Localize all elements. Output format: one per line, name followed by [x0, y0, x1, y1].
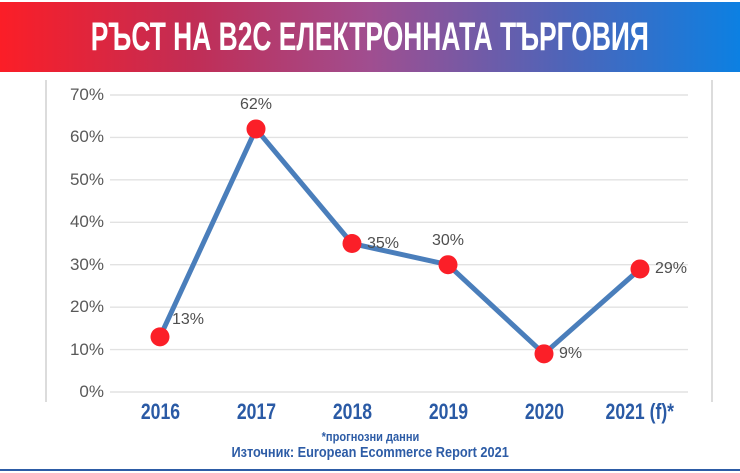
x-axis-category-label: 2018 — [287, 399, 417, 425]
x-axis-category-text: 2020 — [524, 399, 564, 424]
x-axis-category-text: 2016 — [140, 399, 180, 424]
data-point-label: 30% — [431, 231, 465, 249]
bottom-accent-line — [0, 469, 740, 471]
header-banner: РЪСТ НА B2C ЕЛЕКТРОННАТА ТЪРГОВИЯ — [0, 2, 740, 72]
x-axis-category-text: 2019 — [428, 399, 468, 424]
y-axis-tick-label: 10% — [69, 339, 104, 359]
x-axis-category-text: 2021 (f)* — [605, 399, 675, 424]
page-title: РЪСТ НА B2C ЕЛЕКТРОННАТА ТЪРГОВИЯ — [90, 14, 650, 59]
y-axis-tick-label: 0% — [79, 382, 104, 401]
y-axis-tick-label: 20% — [69, 297, 104, 317]
forecast-footnote-text: *прогнозни данни — [321, 429, 419, 444]
y-axis-tick-label: 70% — [69, 85, 104, 104]
x-axis-category-label: 2019 — [383, 399, 513, 425]
data-point-label: 13% — [172, 310, 205, 328]
x-axis-category-label: 2017 — [191, 399, 321, 425]
y-axis-tick-label: 40% — [69, 212, 104, 232]
y-axis-tick-label: 60% — [69, 127, 104, 147]
x-axis-category-label: 2020 — [479, 399, 609, 425]
source-footnote-text: Източник: European Ecommerce Report 2021 — [231, 444, 509, 461]
chart-area — [45, 80, 713, 402]
x-axis-category-label: 2021 (f)* — [575, 399, 705, 425]
x-axis-category-text: 2018 — [332, 399, 372, 424]
data-point-label: 29% — [655, 259, 688, 277]
data-point-label: 35% — [367, 234, 400, 252]
forecast-footnote: *прогнозни данни — [0, 429, 740, 444]
source-footnote: Източник: European Ecommerce Report 2021 — [0, 444, 740, 461]
data-point-label: 62% — [239, 95, 273, 113]
x-axis-category-label: 2016 — [95, 399, 225, 425]
y-axis-tick-label: 50% — [69, 169, 104, 189]
x-axis-category-text: 2017 — [236, 399, 276, 424]
data-point-label: 9% — [559, 344, 583, 362]
y-axis-tick-label: 30% — [69, 254, 104, 274]
